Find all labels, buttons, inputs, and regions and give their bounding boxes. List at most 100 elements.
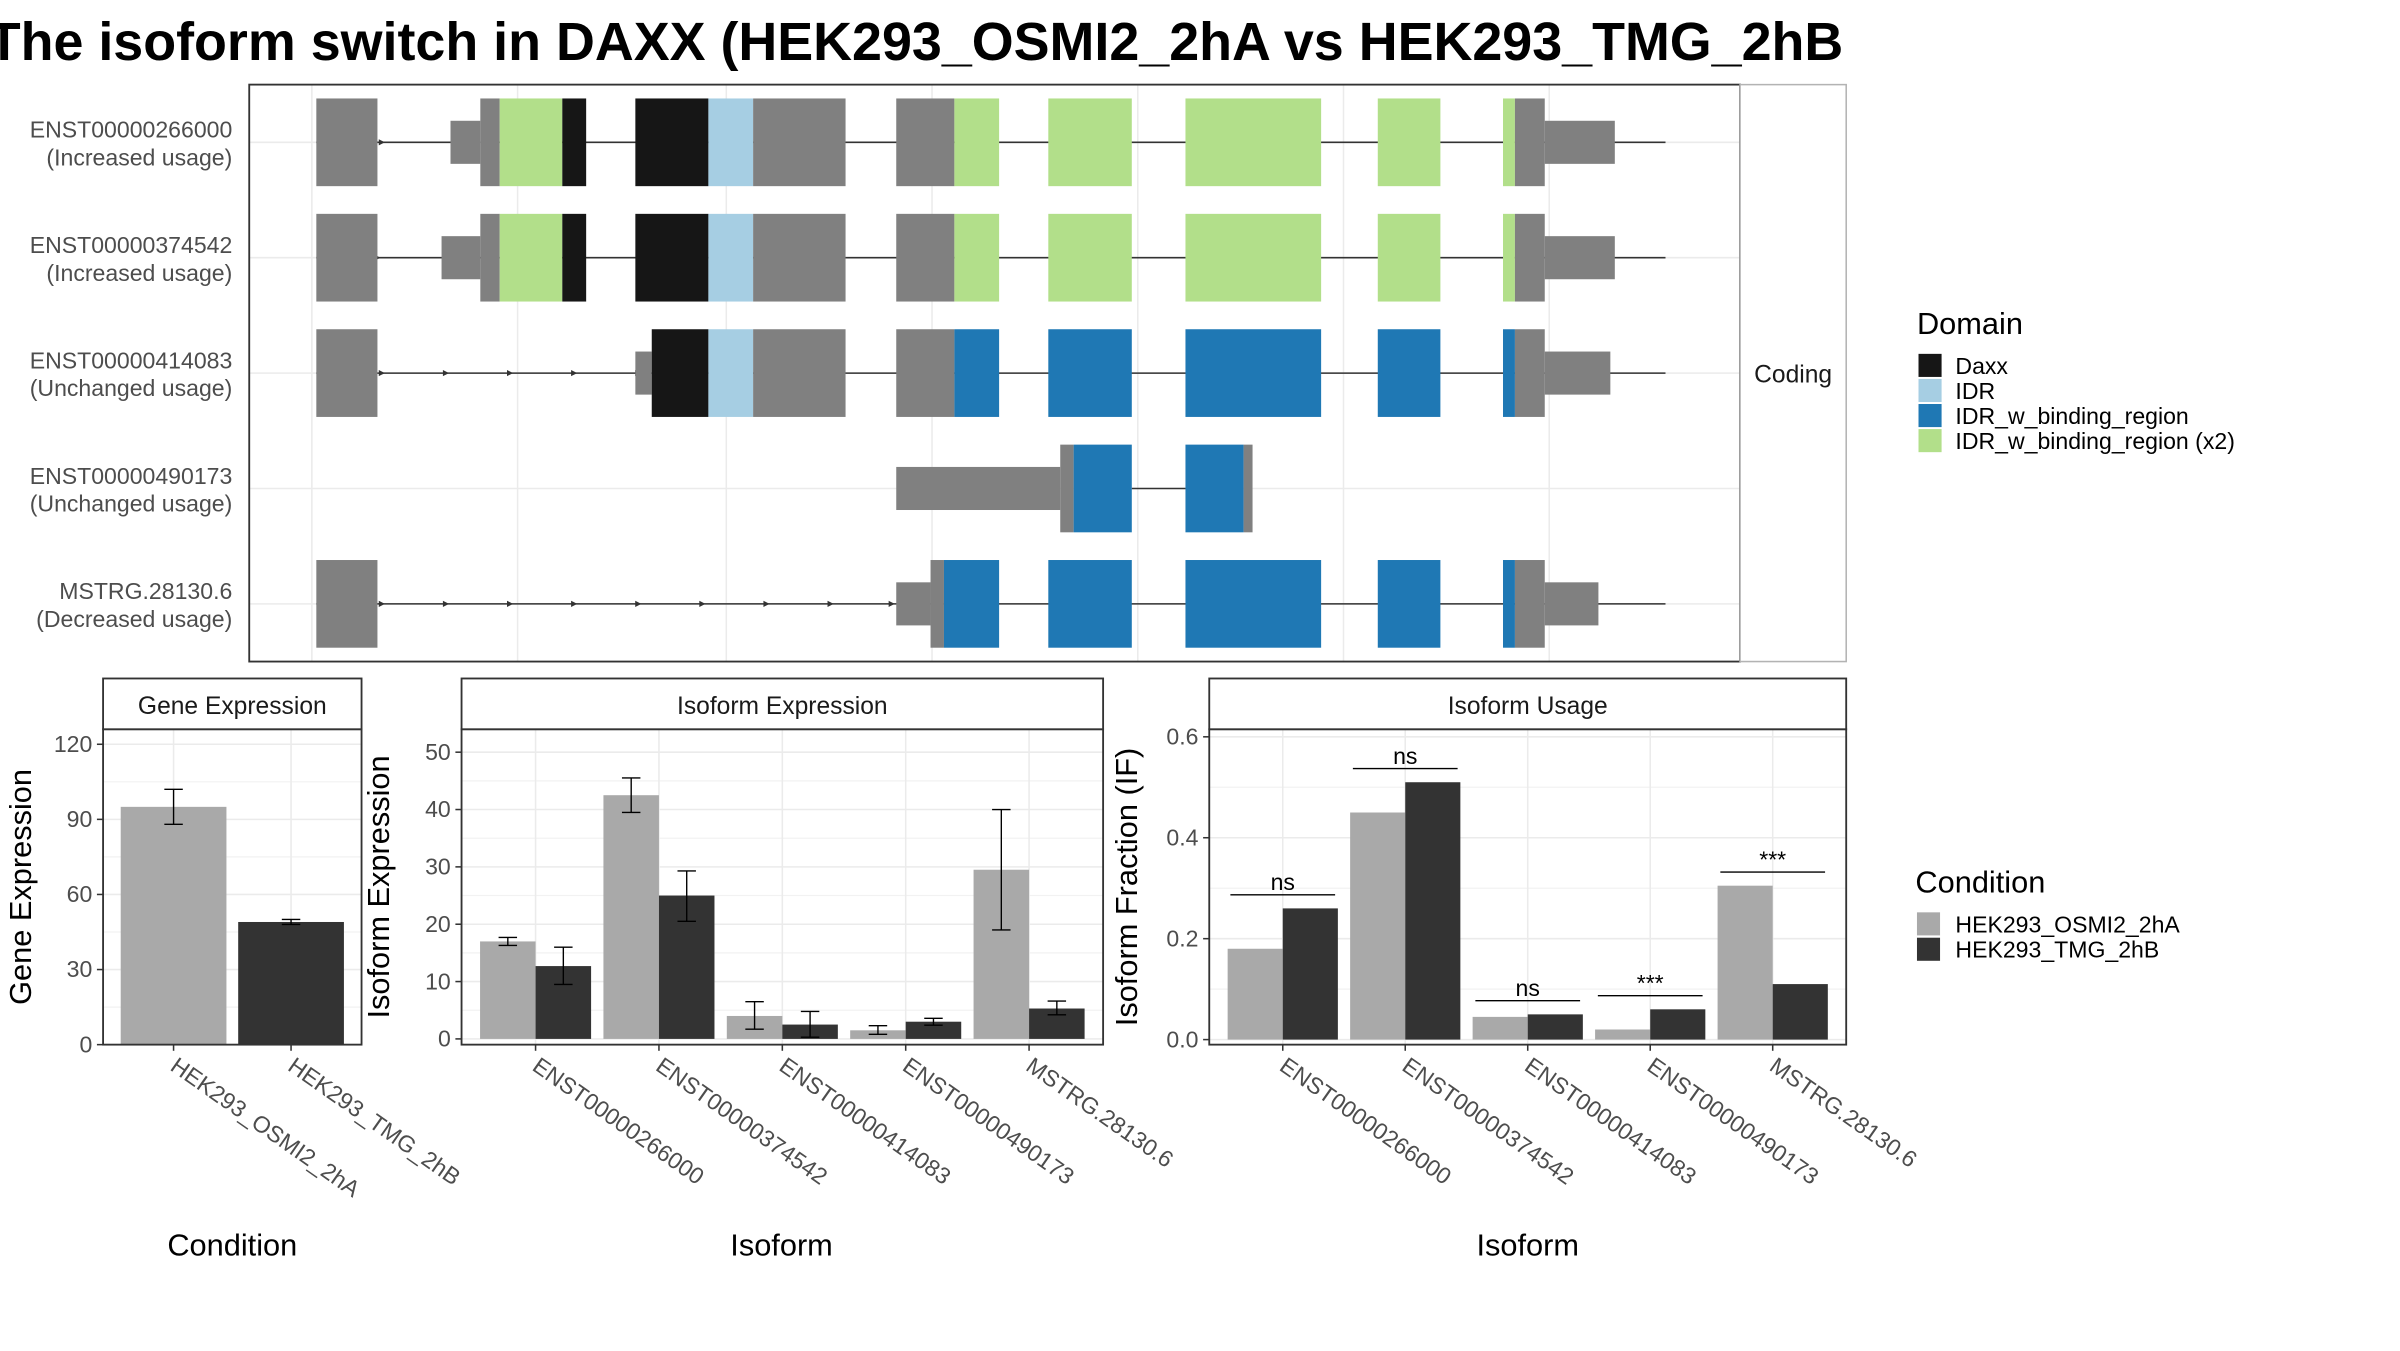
- legend-label: IDR_w_binding_region (x2): [1955, 428, 2234, 454]
- bar: [1227, 948, 1283, 1040]
- bar: [603, 795, 659, 1039]
- exon-domain-block: [1185, 560, 1322, 648]
- legend-swatch: [1916, 937, 1941, 961]
- exon-domain-block: [499, 213, 563, 302]
- x-axis-title: Isoform: [730, 1227, 833, 1262]
- exon-domain-block: [1377, 98, 1441, 187]
- exon-noncoding-block: [316, 213, 378, 302]
- isoform-row-MSTRG.28130.6: MSTRG.28130.6(Decreased usage): [36, 560, 1741, 648]
- domain-legend-item: IDR: [1918, 378, 1995, 404]
- bar: [1595, 1029, 1651, 1040]
- legends: Domain DaxxIDRIDR_w_binding_regionIDR_w_b…: [1915, 306, 2234, 963]
- strand-arrow-icon: [571, 600, 578, 607]
- bar: [1650, 1009, 1706, 1040]
- panel-strip: [102, 677, 363, 731]
- bar: [905, 1021, 962, 1039]
- panel-strip: [460, 677, 1105, 731]
- legend-swatch: [1918, 429, 1942, 453]
- significance-label: ***: [1759, 846, 1786, 872]
- strand-arrow-icon: [378, 370, 385, 377]
- isoform-row-ENST00000266000: ENST00000266000(Increased usage): [30, 98, 1741, 187]
- legend-label: IDR_w_binding_region: [1955, 403, 2188, 429]
- isoform-usage-label: (Unchanged usage): [30, 375, 233, 401]
- exon-noncoding-block: [441, 236, 481, 280]
- exon-domain-block: [708, 98, 754, 187]
- exon-domain-block: [943, 560, 1000, 648]
- isoform-usage-label: (Increased usage): [46, 144, 232, 170]
- isoform-row-ENST00000414083: ENST00000414083(Unchanged usage): [30, 329, 1741, 417]
- error-bar: [1047, 1000, 1067, 1016]
- exon-noncoding-block: [1514, 329, 1545, 417]
- structure-strip: [1739, 83, 1847, 663]
- exon-noncoding-block: [896, 466, 1061, 511]
- isoform-structure-panel: ENST00000266000(Increased usage) ENST0000…: [30, 83, 1847, 663]
- panel-strip-label: Gene Expression: [138, 693, 327, 720]
- domain-legend-item: Daxx: [1918, 353, 2008, 379]
- significance-label: ns: [1271, 869, 1295, 895]
- y-tick-label: 50: [425, 739, 451, 765]
- structure-strip-label: Coding: [1754, 361, 1832, 388]
- exon-noncoding-block: [316, 98, 378, 187]
- legend-swatch: [1918, 404, 1942, 428]
- condition-legend-item: HEK293_TMG_2hB: [1916, 937, 2159, 963]
- exon-domain-block: [1048, 98, 1132, 187]
- exon-noncoding-block: [896, 582, 931, 626]
- y-tick-label: 60: [67, 881, 93, 907]
- exon-noncoding-block: [480, 98, 500, 187]
- exon-domain-block: [1503, 560, 1515, 648]
- exon-domain-block: [1503, 98, 1515, 187]
- y-tick-label: 90: [67, 806, 93, 832]
- exon-noncoding-block: [480, 213, 500, 302]
- bar: [120, 806, 227, 1045]
- exon-domain-block: [1377, 560, 1441, 648]
- error-bar: [992, 808, 1011, 931]
- strand-arrow-icon: [763, 600, 770, 607]
- exon-domain-block: [1377, 329, 1441, 417]
- panel-strip: [1208, 677, 1848, 731]
- y-tick-label: 0: [79, 1031, 92, 1057]
- exon-domain-block: [1048, 560, 1132, 648]
- panel-isoform-expression: 01020304050ENST00000266000ENST0000037454…: [361, 677, 1178, 1262]
- bar: [1717, 885, 1773, 1040]
- bar: [1350, 812, 1406, 1040]
- panel-strip-label: Isoform Usage: [1448, 693, 1608, 720]
- isoform-usage-label: (Decreased usage): [36, 606, 232, 632]
- domain-legend-item: IDR_w_binding_region (x2): [1918, 428, 2235, 454]
- exon-noncoding-block: [1060, 444, 1074, 533]
- exon-noncoding-block: [1514, 213, 1545, 302]
- significance-annotation: ns: [1230, 869, 1336, 896]
- error-bar: [800, 1010, 820, 1038]
- strand-arrow-icon: [507, 600, 514, 607]
- exon-noncoding-block: [930, 560, 944, 648]
- exon-noncoding-block: [753, 213, 846, 302]
- exon-domain-block: [499, 98, 563, 187]
- significance-annotation: ***: [1720, 846, 1826, 873]
- x-axis-title: Condition: [167, 1227, 297, 1262]
- exon-domain-block: [1185, 444, 1244, 533]
- exon-domain-block: [562, 98, 587, 187]
- exon-noncoding-block: [316, 560, 378, 648]
- domain-legend-item: IDR_w_binding_region: [1918, 403, 2189, 429]
- strand-arrow-icon: [378, 600, 385, 607]
- legend-swatch: [1918, 378, 1942, 403]
- exon-noncoding-block: [1544, 351, 1611, 395]
- exon-domain-block: [651, 329, 709, 417]
- y-tick-label: 0.2: [1166, 925, 1198, 951]
- strand-arrow-icon: [378, 139, 385, 146]
- expression-panels: 0306090120HEK293_OSMI2_2hAHEK293_TMG_2hB…: [3, 677, 1922, 1262]
- isoform-usage-label: (Increased usage): [46, 260, 232, 286]
- bar: [1282, 908, 1338, 1040]
- bar: [238, 921, 344, 1045]
- isoform-label: ENST00000414083: [30, 347, 233, 373]
- exon-noncoding-block: [1544, 120, 1615, 164]
- y-tick-label: 0: [438, 1026, 451, 1052]
- y-tick-label: 0.0: [1166, 1026, 1198, 1052]
- exon-noncoding-block: [450, 120, 481, 164]
- exon-noncoding-block: [896, 98, 955, 187]
- y-tick-label: 30: [425, 854, 451, 880]
- legend-label: IDR: [1955, 378, 1995, 404]
- legend-label: Daxx: [1955, 353, 2008, 379]
